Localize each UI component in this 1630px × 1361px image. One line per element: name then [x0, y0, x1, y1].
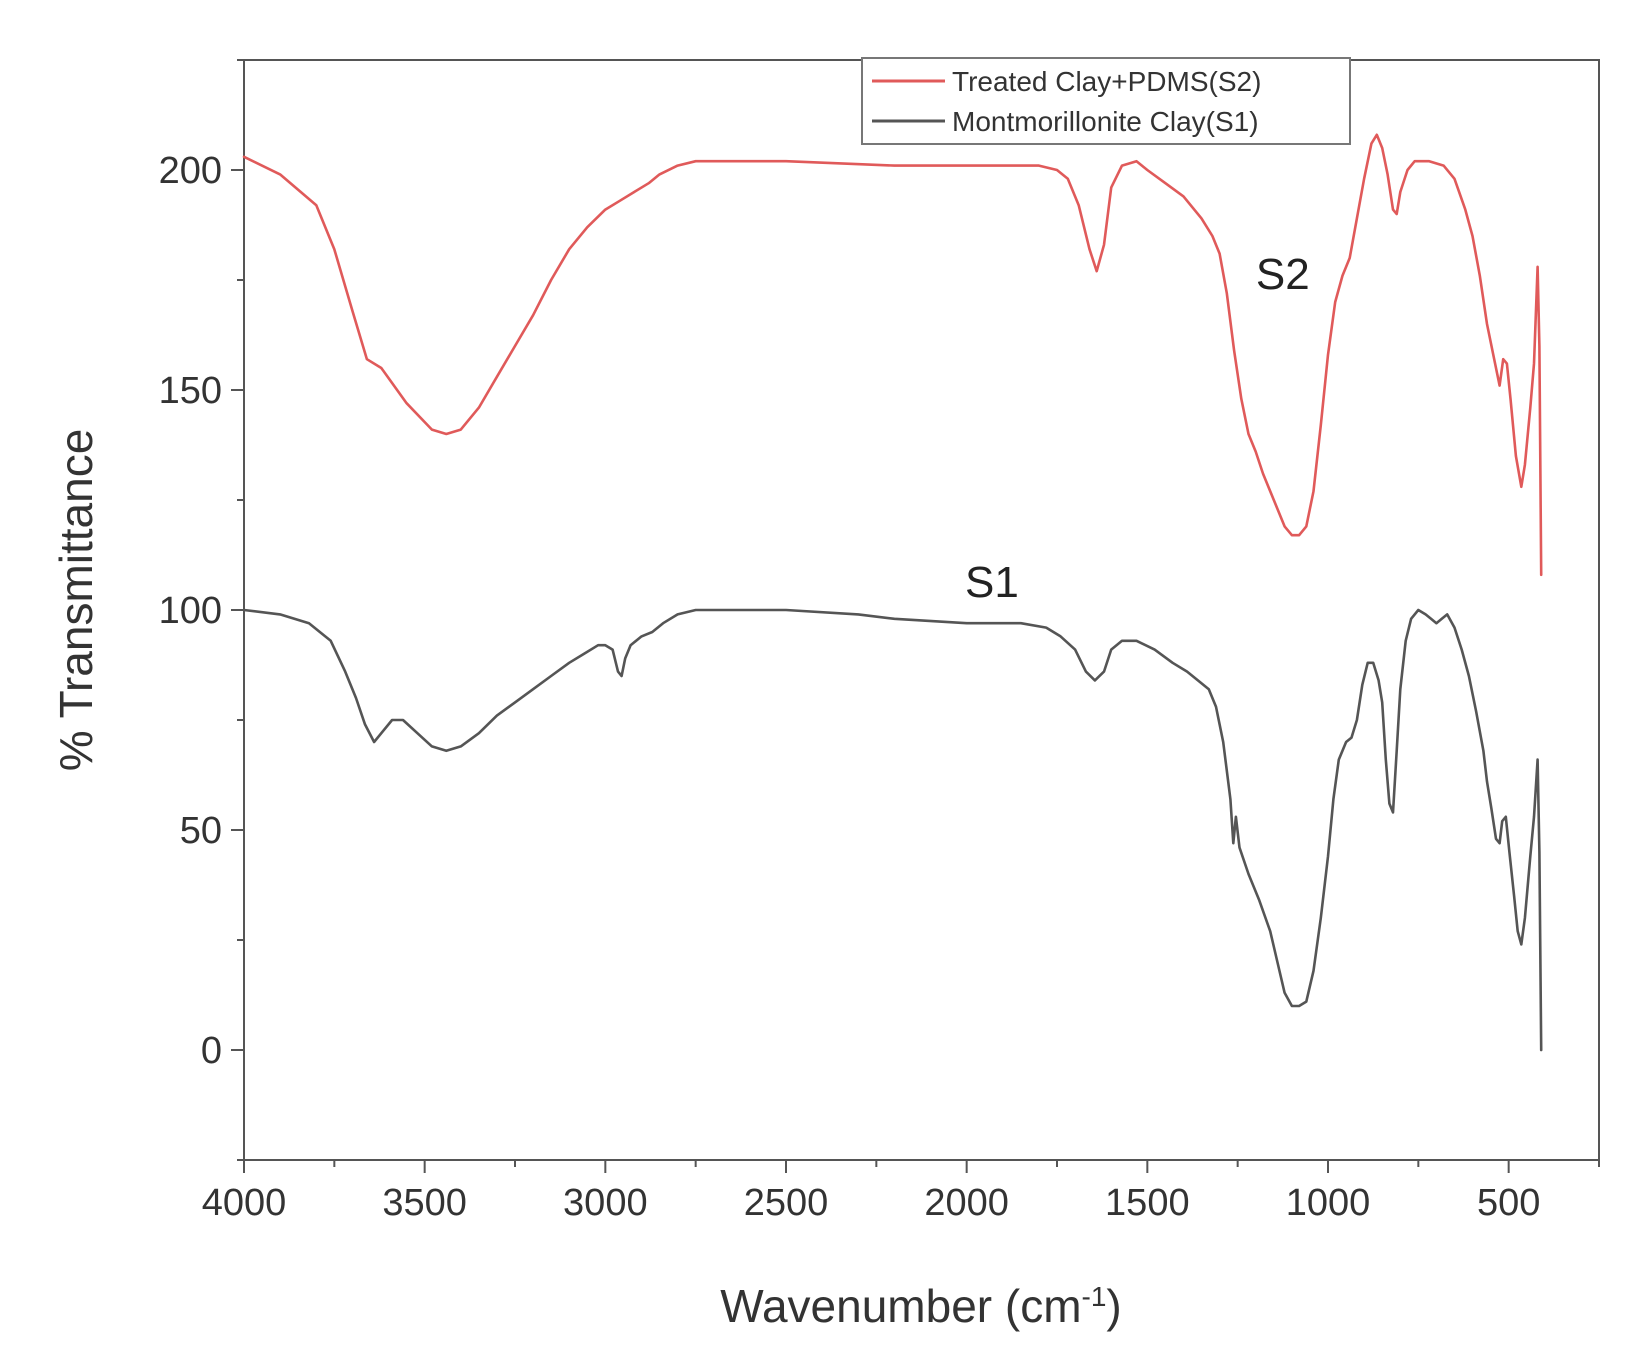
x-axis: 4000 3500 3000 2500 2000 1500 1000 500 — [202, 1160, 1600, 1224]
x-tick-label: 4000 — [202, 1182, 287, 1224]
series-line-s2 — [242, 133, 1543, 577]
annotation-s1: S1 — [965, 558, 1019, 607]
plot-frame — [243, 59, 1600, 1161]
y-tick-label: 150 — [159, 370, 222, 412]
y-tick-label: 0 — [201, 1030, 222, 1072]
plot-area — [242, 133, 1543, 1052]
x-axis-title-superscript: -1 — [1082, 1281, 1107, 1312]
legend: Treated Clay+PDMS(S2) Montmorillonite Cl… — [861, 57, 1351, 145]
y-tick-label: 50 — [180, 810, 222, 852]
legend-label-s2: Treated Clay+PDMS(S2) — [952, 66, 1261, 97]
legend-label-s1: Montmorillonite Clay(S1) — [952, 106, 1259, 137]
legend-box — [861, 57, 1351, 145]
y-axis: 0 50 100 150 200 — [159, 59, 244, 1161]
x-tick-label: 1500 — [1105, 1182, 1190, 1224]
x-tick-label: 2000 — [924, 1182, 1009, 1224]
x-axis-title-close: ) — [1106, 1280, 1121, 1332]
x-tick-label: 1000 — [1286, 1182, 1371, 1224]
x-tick-label: 2500 — [744, 1182, 829, 1224]
x-tick-label: 3000 — [563, 1182, 648, 1224]
x-tick-label: 3500 — [382, 1182, 467, 1224]
y-tick-label: 200 — [159, 150, 222, 192]
y-tick-label: 100 — [159, 590, 222, 632]
series-line-s1 — [242, 608, 1543, 1052]
x-axis-title: Wavenumber (cm-1) — [720, 1280, 1122, 1332]
y-axis-title: % Transmittance — [50, 429, 102, 772]
x-tick-label: 500 — [1477, 1182, 1540, 1224]
annotation-s2: S2 — [1256, 250, 1310, 299]
